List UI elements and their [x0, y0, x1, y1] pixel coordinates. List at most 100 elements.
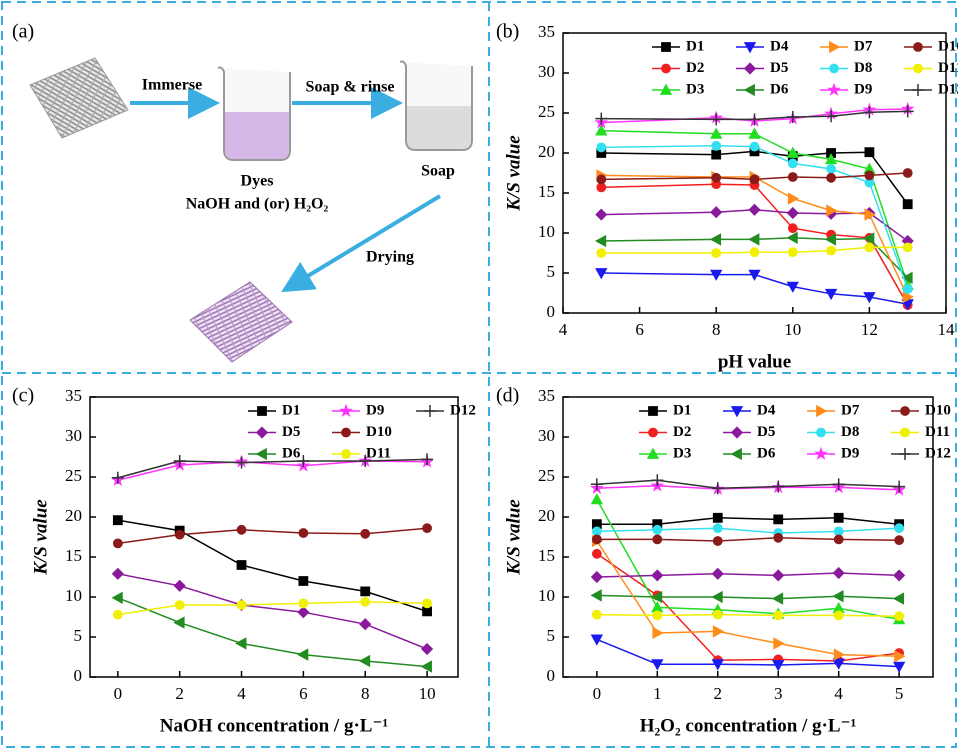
marker: [711, 172, 722, 183]
legend-marker: [900, 427, 910, 438]
legend-marker: [900, 406, 910, 416]
marker: [711, 149, 722, 160]
plot-frame: [562, 396, 934, 678]
marker: [174, 600, 185, 610]
y-tick-label: 5: [74, 626, 83, 645]
y-tick-label: 20: [65, 506, 82, 525]
legend-marker: [255, 426, 269, 439]
marker: [111, 471, 124, 484]
marker: [902, 199, 913, 210]
marker: [833, 648, 846, 661]
y-axis-label: K/S value: [503, 499, 524, 576]
legend-marker: [827, 82, 841, 96]
marker: [894, 611, 905, 622]
marker: [901, 271, 913, 284]
step-label: Soap & rinse: [306, 79, 395, 96]
arrow: [281, 194, 442, 293]
y-axis-label: K/S value: [503, 135, 524, 212]
series-line: [596, 613, 900, 617]
marker: [787, 158, 798, 169]
marker: [596, 182, 607, 193]
marker: [298, 528, 309, 538]
marker: [902, 168, 913, 178]
marker: [595, 208, 608, 221]
legend-label: D10: [938, 38, 958, 54]
y-tick-label: 25: [538, 102, 555, 121]
x-tick-label: 6: [635, 320, 644, 339]
legend-label: D7: [854, 38, 873, 54]
marker: [596, 174, 607, 185]
y-tick-label: 30: [538, 62, 555, 81]
marker: [710, 127, 723, 139]
marker: [892, 661, 906, 673]
marker: [786, 111, 799, 123]
y-tick-label: 10: [538, 586, 555, 605]
legend-label: D9: [841, 445, 859, 461]
marker: [650, 590, 663, 604]
legend-label: D3: [686, 81, 704, 97]
marker: [236, 524, 247, 535]
marker: [772, 480, 785, 493]
x-tick-label: 2: [714, 684, 723, 703]
y-tick-label: 35: [538, 386, 555, 405]
marker: [711, 567, 724, 580]
legend-label: D1: [282, 402, 300, 418]
marker: [235, 456, 248, 469]
legend-label: D6: [770, 81, 789, 97]
marker: [710, 113, 723, 126]
x-tick-label: 8: [712, 320, 721, 339]
marker: [787, 247, 798, 258]
legend-label: D1: [673, 402, 691, 418]
series-line: [596, 537, 900, 542]
series-line: [596, 479, 900, 489]
y-tick-label: 20: [538, 142, 555, 161]
y-tick-label: 10: [538, 222, 555, 241]
legend-marker: [899, 448, 911, 460]
marker: [772, 569, 785, 582]
marker: [590, 570, 603, 584]
y-tick-label: 0: [74, 666, 83, 685]
bath-label: Dyes: [241, 173, 274, 190]
marker: [236, 560, 247, 570]
marker: [173, 616, 185, 629]
legend-marker: [829, 40, 841, 54]
marker: [892, 592, 905, 605]
marker: [832, 658, 845, 670]
marker: [422, 598, 432, 609]
series-line: [117, 573, 428, 650]
series-line: [117, 597, 428, 668]
x-tick-label: 12: [861, 320, 878, 339]
marker: [236, 600, 247, 610]
legend-label: D12: [925, 445, 951, 461]
marker: [591, 609, 602, 620]
marker: [894, 535, 905, 546]
marker: [173, 455, 186, 467]
legend-marker: [255, 447, 267, 461]
legend-label: D12: [938, 81, 958, 97]
marker: [359, 618, 372, 631]
marker: [902, 242, 913, 253]
series-line: [117, 519, 428, 613]
marker: [595, 124, 608, 136]
marker: [594, 234, 607, 248]
y-tick-label: 10: [65, 586, 82, 605]
x-tick-label: 8: [361, 684, 370, 703]
marker: [591, 548, 602, 559]
marker: [864, 170, 875, 181]
panel-label: (c): [12, 385, 34, 407]
legend-label: D11: [938, 60, 958, 76]
marker: [298, 576, 309, 586]
bath-label: Soap: [421, 163, 455, 180]
marker: [360, 596, 371, 607]
series-line: [601, 183, 909, 306]
legend-label: D4: [757, 402, 776, 418]
marker: [591, 534, 602, 545]
panel-label: (a): [12, 21, 34, 43]
marker: [825, 110, 838, 123]
legend-marker: [341, 449, 351, 459]
x-axis-label: pH value: [718, 351, 791, 372]
marker: [590, 634, 604, 646]
legend-marker: [424, 405, 436, 417]
marker: [711, 140, 722, 151]
